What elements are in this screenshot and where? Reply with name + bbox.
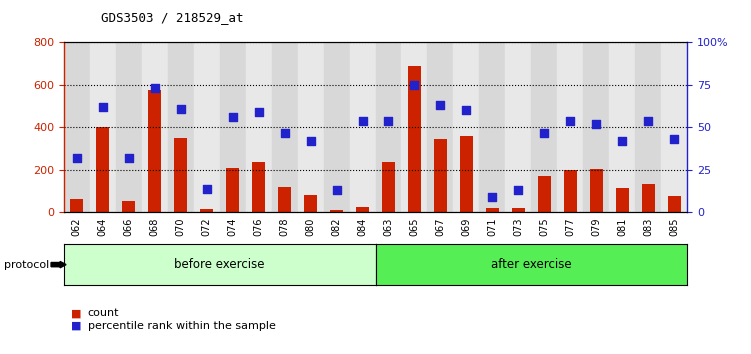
Point	[409, 82, 421, 88]
Bar	[460, 136, 473, 212]
Bar	[616, 188, 629, 212]
Bar	[512, 208, 525, 212]
Text: GDS3503 / 218529_at: GDS3503 / 218529_at	[101, 11, 244, 24]
Bar	[226, 168, 239, 212]
Bar	[278, 187, 291, 212]
Bar	[505, 42, 532, 212]
Bar	[220, 42, 246, 212]
Point	[512, 188, 524, 193]
Text: after exercise: after exercise	[491, 258, 572, 271]
Point	[227, 114, 239, 120]
Bar	[408, 66, 421, 212]
Bar	[330, 210, 343, 212]
Bar	[96, 127, 110, 212]
Point	[71, 155, 83, 161]
Bar	[635, 42, 661, 212]
Bar	[64, 42, 90, 212]
Bar	[376, 42, 402, 212]
Point	[305, 138, 317, 144]
Bar	[90, 42, 116, 212]
Bar	[454, 42, 479, 212]
Bar	[297, 42, 324, 212]
Point	[382, 118, 394, 124]
Point	[330, 188, 342, 193]
Bar	[324, 42, 349, 212]
Text: count: count	[88, 308, 119, 318]
Bar	[402, 42, 427, 212]
Bar	[486, 208, 499, 212]
Bar	[167, 42, 194, 212]
Point	[97, 104, 109, 110]
Bar	[661, 42, 687, 212]
Point	[201, 186, 213, 192]
Point	[590, 121, 602, 127]
Text: ■: ■	[71, 321, 82, 331]
Point	[252, 109, 264, 115]
Bar	[584, 42, 609, 212]
Bar	[427, 42, 454, 212]
Bar	[116, 42, 142, 212]
Bar	[246, 42, 272, 212]
Point	[668, 137, 680, 142]
Point	[175, 106, 187, 112]
Bar	[304, 195, 317, 212]
Text: protocol: protocol	[4, 259, 49, 270]
Bar	[564, 170, 577, 212]
Bar	[641, 184, 655, 212]
Point	[538, 130, 550, 135]
Bar	[356, 207, 369, 212]
Bar	[532, 42, 557, 212]
Bar	[349, 42, 376, 212]
Point	[122, 155, 134, 161]
Text: before exercise: before exercise	[174, 258, 265, 271]
Bar	[194, 42, 220, 212]
Bar	[142, 42, 167, 212]
Text: ■: ■	[71, 308, 82, 318]
Bar	[590, 169, 603, 212]
Bar	[272, 42, 297, 212]
Point	[357, 118, 369, 124]
Point	[279, 130, 291, 135]
Bar	[122, 201, 135, 212]
Bar	[382, 162, 395, 212]
Bar	[557, 42, 584, 212]
Point	[487, 194, 499, 200]
Bar	[252, 162, 265, 212]
Point	[564, 118, 576, 124]
Bar	[609, 42, 635, 212]
Point	[617, 138, 629, 144]
Point	[642, 118, 654, 124]
Bar	[174, 138, 187, 212]
Text: percentile rank within the sample: percentile rank within the sample	[88, 321, 276, 331]
Point	[434, 103, 446, 108]
Bar	[71, 199, 83, 212]
Bar	[479, 42, 505, 212]
Bar	[201, 209, 213, 212]
Bar	[148, 90, 161, 212]
Bar	[538, 176, 550, 212]
Bar	[434, 139, 447, 212]
Point	[149, 86, 161, 91]
Bar	[668, 196, 680, 212]
Point	[460, 108, 472, 113]
